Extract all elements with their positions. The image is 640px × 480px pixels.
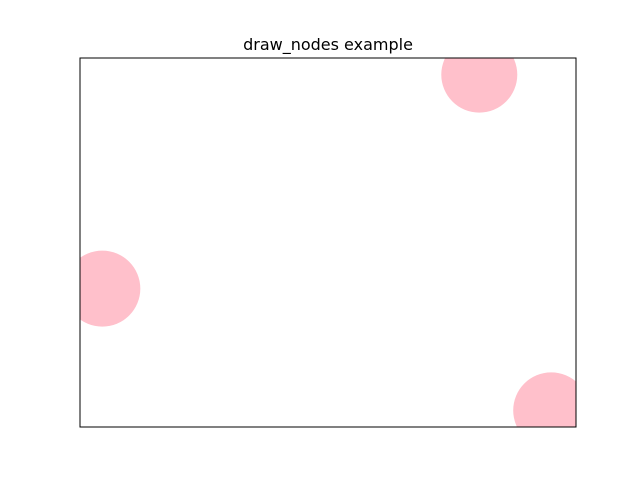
plot-frame: [79, 57, 577, 428]
node-1: [80, 250, 141, 327]
nodes-layer: [80, 58, 576, 427]
node-2: [513, 372, 576, 427]
chart-title: draw_nodes example: [243, 35, 413, 55]
node-0: [441, 58, 518, 113]
